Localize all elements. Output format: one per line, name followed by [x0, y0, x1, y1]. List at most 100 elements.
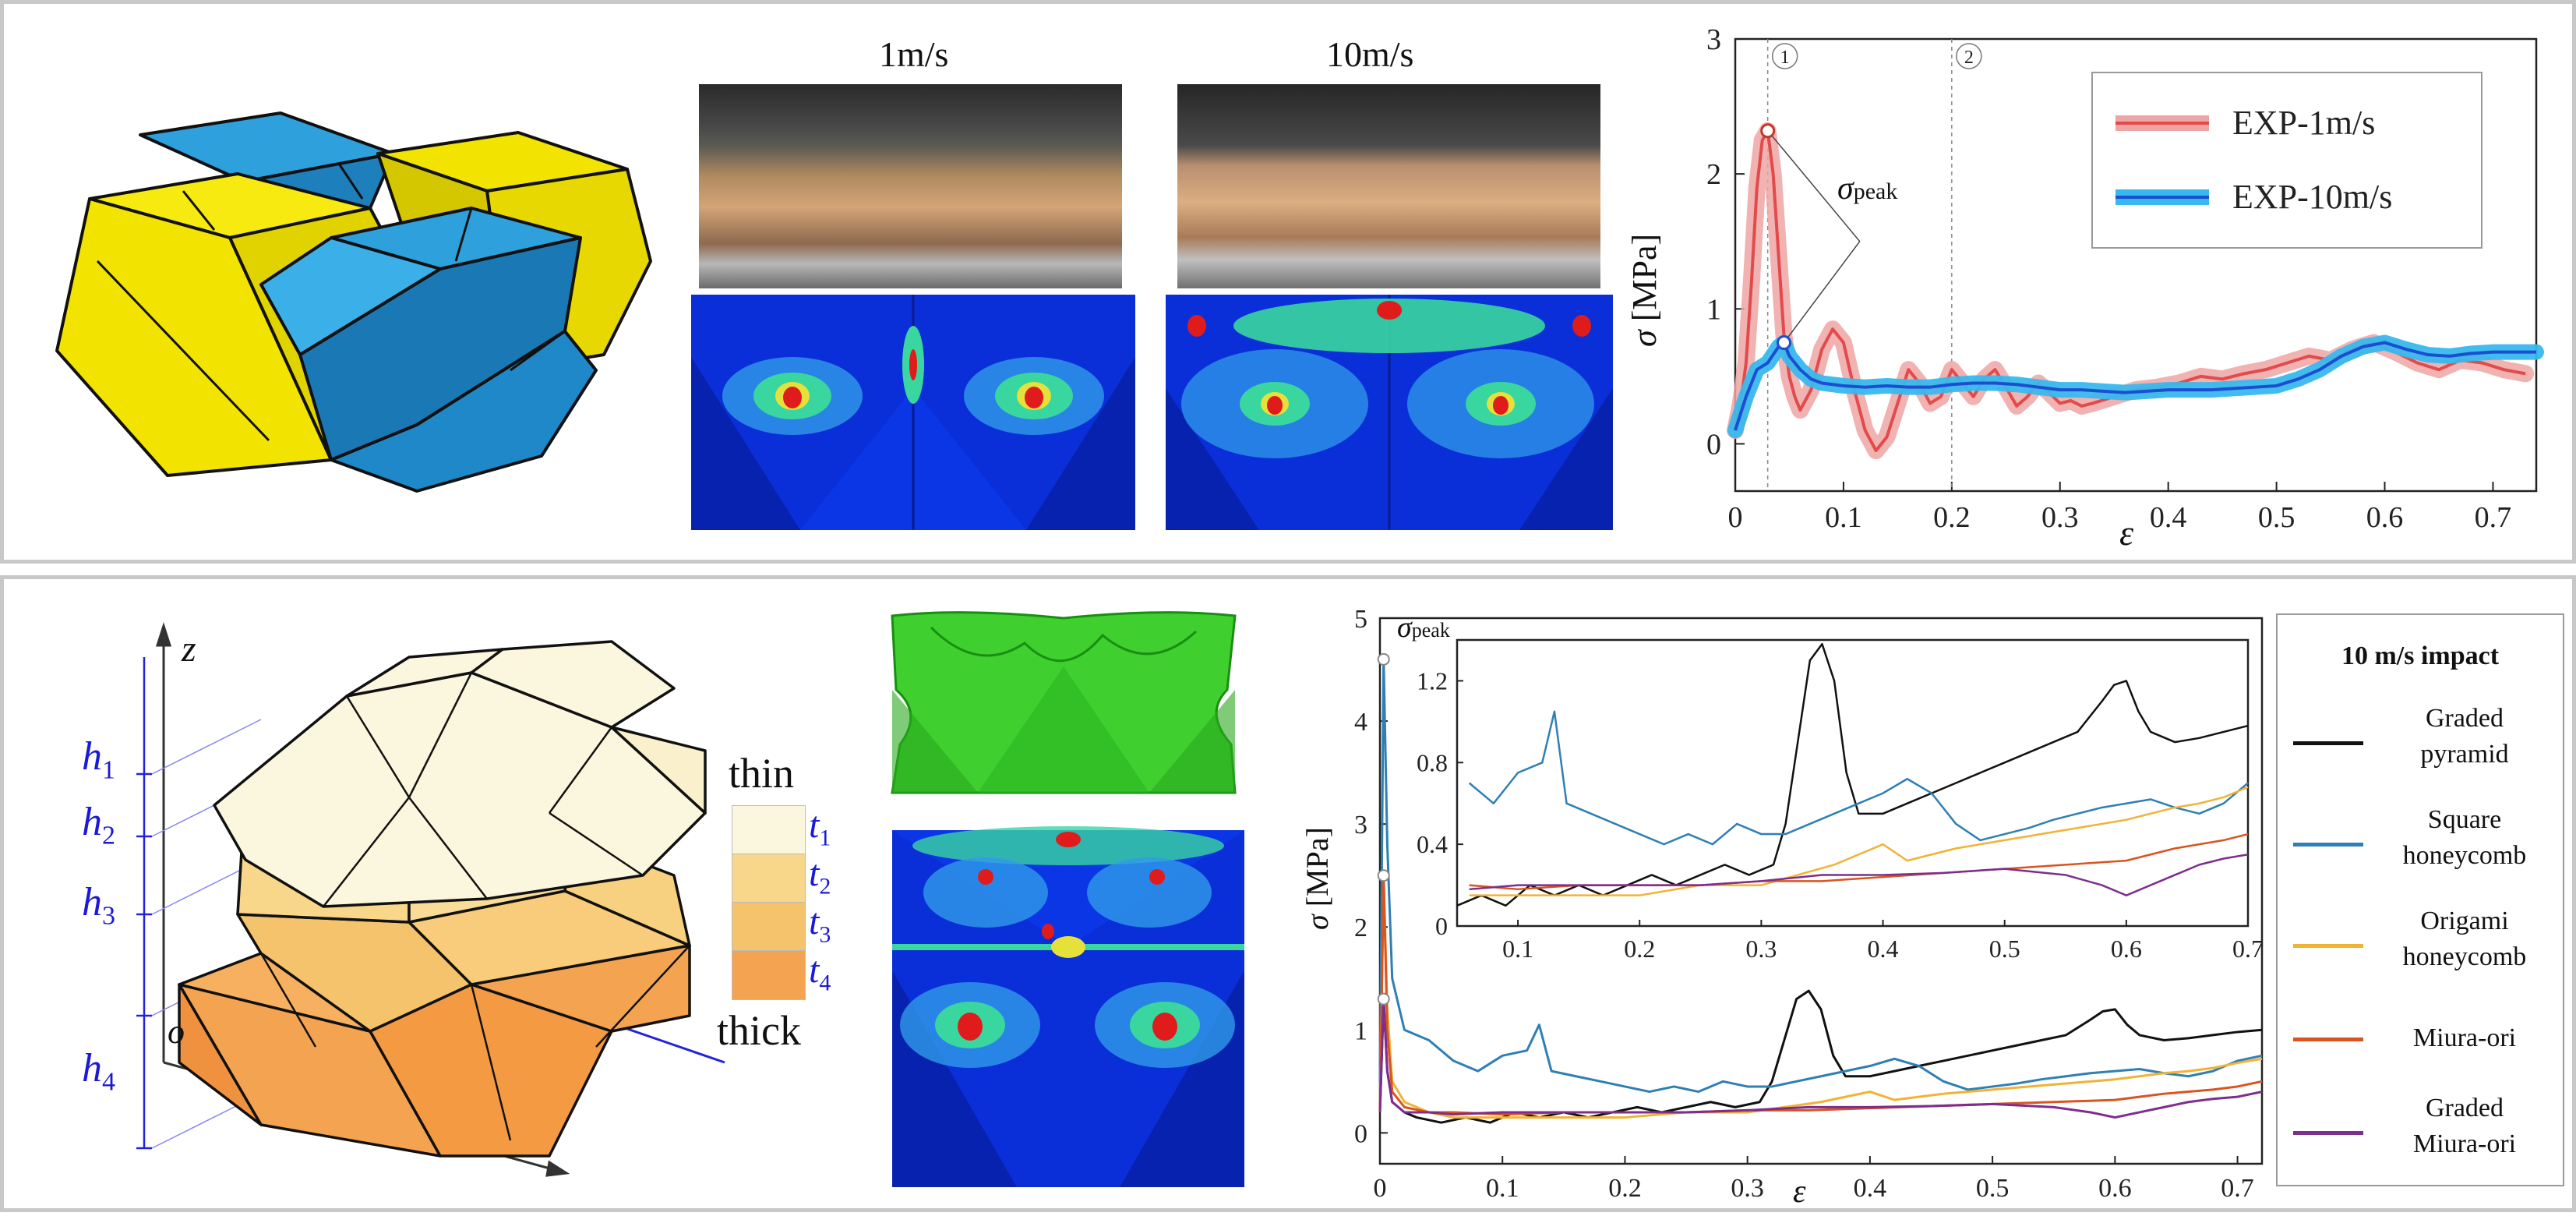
h1-sub: 1 — [102, 755, 115, 785]
top-legend-label: EXP-1m/s — [2232, 104, 2375, 142]
legend-entry-origami-honeycomb: Origami honeycomb — [2293, 903, 2550, 989]
inset-x-tick-label: 0.2 — [1624, 935, 1655, 963]
t3-sym: t — [809, 901, 820, 942]
inset-series-line — [1469, 854, 2249, 896]
inset-y-tick-label: 0.4 — [1417, 830, 1448, 858]
bottom-x-tick-label: 0.3 — [1731, 1174, 1764, 1203]
t1-sub: 1 — [819, 825, 831, 851]
bottom-panel: z o h1 h2 h3 h4 thin thick t1 t2 t3 t4 — [0, 575, 2576, 1212]
graded-pyramid-illustration — [136, 622, 725, 1177]
top-plot-frame — [1734, 37, 2538, 493]
top-x-tick-label: 0.1 — [1825, 501, 1862, 534]
thickness-swatch-t1 — [732, 805, 806, 855]
top-x-tick-label: 0 — [1728, 501, 1743, 534]
deformed-shape-render — [891, 611, 1237, 794]
top-panel: 1m/s 10m/s — [0, 0, 2576, 564]
bottom-ylabel-unit: [MPa] — [1300, 827, 1335, 907]
legend-label: Origami honeycomb — [2402, 907, 2527, 971]
experiment-photo-1ms — [699, 84, 1122, 288]
inset-y-tick-label: 0 — [1435, 912, 1448, 940]
height-h3: h3 — [82, 879, 115, 931]
legend-title: 10 m/s impact — [2341, 642, 2500, 670]
top-phase-marker-number: 2 — [1964, 48, 1974, 68]
bottom-y-tick-label: 5 — [1354, 605, 1367, 634]
legend-swatch — [2293, 741, 2363, 745]
yellow-block-front-face — [55, 197, 333, 477]
bottom-peak-sub: peak — [1411, 619, 1450, 642]
inset-x-tick-label: 0.4 — [1868, 935, 1899, 963]
top-y-tick-label: 2 — [1706, 158, 1721, 191]
inset-y-tick-label: 0.8 — [1417, 748, 1448, 776]
thickness-swatch-t2 — [732, 854, 806, 903]
top-peak-sub: peak — [1853, 179, 1898, 204]
top-y-tick-label: 3 — [1706, 23, 1721, 56]
blue-block-front-bottom — [330, 330, 598, 493]
axis-o-label: o — [168, 1013, 185, 1051]
height-h1: h1 — [82, 733, 115, 785]
top-peak-label: σpeak — [1837, 170, 1897, 207]
top-legend-box — [2091, 72, 2482, 249]
top-ylabel-unit: [MPa] — [1625, 233, 1664, 322]
legend-swatch — [2293, 843, 2363, 847]
inset-y-tick-label: 1.2 — [1417, 666, 1448, 695]
legend-label: Graded pyramid — [2420, 704, 2509, 769]
bottom-x-tick-label: 0.1 — [1486, 1174, 1519, 1203]
legend-label: Square honeycomb — [2402, 805, 2527, 870]
bottom-x-tick-label: 0 — [1374, 1174, 1387, 1203]
bottom-legend: 10 m/s impact Graded pyramid Square honeyc… — [2276, 613, 2564, 1186]
height-h2: h2 — [82, 799, 115, 850]
experiment-photo-10ms — [1177, 84, 1600, 288]
unit-cell-illustration — [55, 111, 652, 493]
bottom-ylabel-symbol: σ — [1300, 914, 1335, 930]
h2-sub: 2 — [102, 821, 115, 850]
bottom-peak-marker — [1377, 652, 1390, 666]
h2-sym: h — [82, 800, 102, 844]
bottom-x-tick-label: 0.7 — [2221, 1174, 2254, 1203]
bottom-plot-frame — [1378, 617, 2264, 1165]
top-series-line — [1734, 341, 2536, 431]
h4-sub: 4 — [102, 1067, 115, 1097]
bottom-simulation-map — [892, 826, 1244, 1187]
bottom-series-line — [1378, 658, 2263, 1094]
bottom-chart-ylabel: σ [MPa] — [1299, 827, 1336, 930]
bottom-y-tick-label: 1 — [1354, 1016, 1367, 1045]
bottom-stress-strain-chart: 0 0.1 0.2 0.3 0.4 0.5 0.6 0.7 0 1 2 3 4 5 0.1 0.2 0.3 0.4… — [1354, 605, 2264, 1203]
thickness-t1: t1 — [809, 804, 831, 852]
top-x-tick-label: 0.2 — [1933, 501, 1971, 534]
top-peak-point-1ms — [1760, 123, 1776, 139]
simulation-map-1ms — [691, 295, 1135, 530]
bottom-series-line — [1378, 998, 2263, 1119]
t3-sub: 3 — [819, 921, 831, 948]
thickness-swatch-t3 — [732, 902, 806, 952]
inset-x-tick-label: 0.5 — [1989, 935, 2020, 963]
legend-swatch — [2293, 1131, 2363, 1135]
top-y-tick-label: 0 — [1706, 428, 1721, 461]
h1-sym: h — [82, 734, 102, 779]
inset-x-tick-label: 0.1 — [1502, 935, 1533, 963]
top-peak-leader — [1783, 241, 1861, 344]
top-legend-label: EXP-10m/s — [2232, 178, 2392, 216]
h3-sym: h — [82, 880, 102, 924]
bottom-series-line — [1378, 989, 2263, 1124]
legend-entry-square-honeycomb: Square honeycomb — [2293, 802, 2550, 888]
thickness-t3: t3 — [809, 900, 831, 949]
top-peak-symbol: σ — [1837, 171, 1854, 207]
bottom-x-tick-label: 0.6 — [2098, 1174, 2132, 1203]
thickness-t2: t2 — [809, 852, 831, 900]
top-ylabel-symbol: σ — [1625, 330, 1664, 347]
bottom-x-tick-label: 0.2 — [1608, 1174, 1642, 1203]
bottom-y-tick-label: 3 — [1354, 811, 1367, 840]
legend-entry-graded-miura-ori: Graded Miura-ori — [2293, 1091, 2550, 1176]
bottom-peak-symbol: σ — [1397, 611, 1412, 644]
top-chart-xlabel: ε — [2119, 513, 2134, 553]
thin-label: thin — [729, 750, 795, 797]
top-y-tick-label: 1 — [1706, 293, 1721, 326]
bottom-peak-marker — [1377, 869, 1390, 882]
inset-series-line — [1468, 710, 2249, 846]
bottom-peak-marker — [1377, 992, 1390, 1006]
blue-block-front-side — [259, 236, 442, 356]
bottom-y-tick-label: 2 — [1354, 914, 1367, 942]
top-x-tick-label: 0.6 — [2366, 501, 2404, 534]
top-phase-marker — [1771, 43, 1798, 69]
photo-label-10ms: 10m/s — [1326, 34, 1414, 74]
